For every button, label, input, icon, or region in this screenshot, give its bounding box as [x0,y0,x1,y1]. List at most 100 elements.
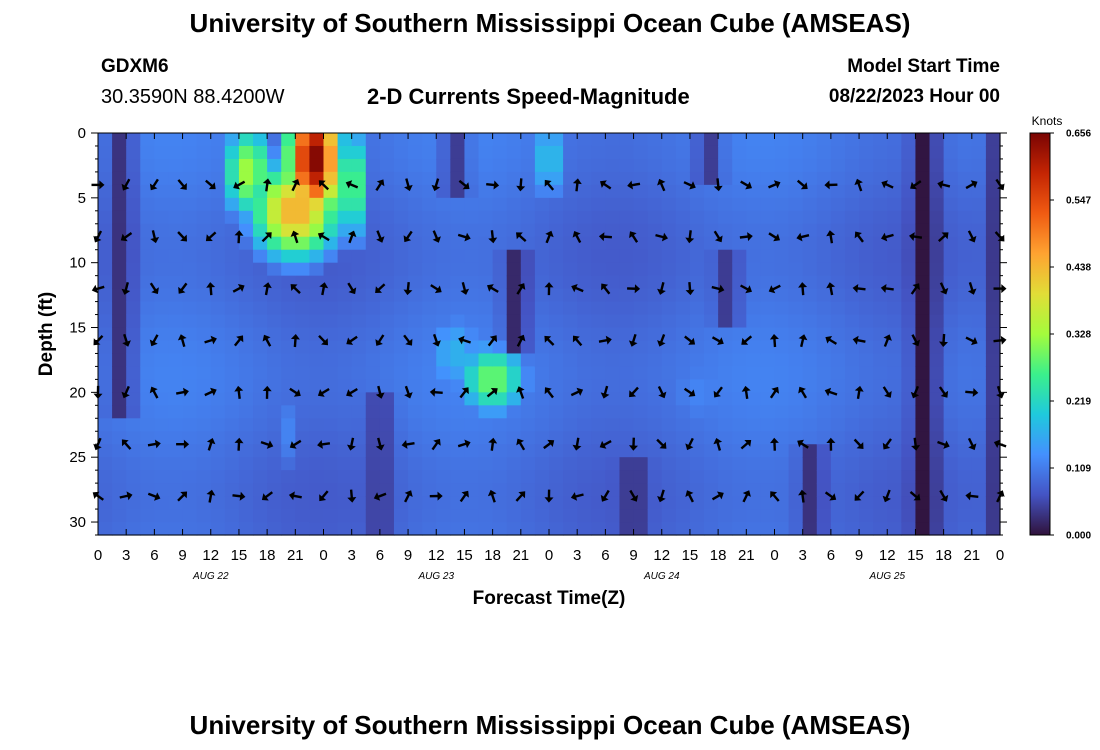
heatmap-cell [619,249,635,264]
heatmap-cell [351,197,367,212]
heatmap-cell [422,288,437,303]
vector-head [206,282,216,288]
vector-head [798,386,806,394]
vector-head [317,389,325,397]
heatmap-cell [732,392,747,406]
heatmap-cell [647,366,663,380]
vector-head [375,444,385,451]
heatmap-cell [267,158,282,173]
heatmap-cell [210,249,226,264]
colorbar-tick-label: 0.219 [1066,397,1091,408]
heatmap-cell [802,236,818,251]
vector-head [317,232,325,240]
heatmap-cell [323,314,339,329]
heatmap-cell [746,236,761,251]
heatmap-cell [929,158,945,173]
vector-head [912,339,920,347]
current-vector-arrow [431,438,441,451]
heatmap-cell [816,457,832,471]
heatmap-cell [788,444,804,458]
heatmap-cell [746,249,761,264]
vector-head [689,181,696,190]
heatmap-cell [647,392,663,406]
heatmap-cell [591,158,606,173]
heatmap-cell [859,210,874,225]
current-vector-arrow [655,232,668,242]
heatmap-cell [591,470,606,484]
heatmap-cell [873,327,888,342]
vector-head [93,235,102,243]
heatmap-cell [238,379,254,393]
heatmap-cell [98,262,113,277]
heatmap-cell [196,314,212,329]
heatmap-cell [492,522,508,536]
heatmap-cell [619,327,635,342]
heatmap-cell [760,275,776,290]
heatmap-cell [844,483,860,497]
x-tick-label: 9 [629,547,637,564]
heatmap-cell [859,327,874,342]
heatmap-cell [985,275,1001,290]
heatmap-cell [393,223,409,238]
heatmap-cell [788,197,804,212]
heatmap-cell [718,405,733,419]
heatmap-cell [379,405,395,419]
heatmap-cell [844,457,860,471]
heatmap-cell [971,366,987,380]
current-vector-arrow [289,439,302,449]
heatmap-cell [549,133,564,147]
heatmap-cell [365,275,381,290]
heatmap-cell [98,340,113,355]
heatmap-cell [549,288,564,303]
heatmap-cell [379,444,395,458]
heatmap-cell [873,210,888,225]
vector-head [544,497,554,503]
heatmap-cell [887,275,902,290]
heatmap-cell [901,522,917,536]
heatmap-cell [450,444,466,458]
heatmap-cell [689,275,705,290]
current-vector-arrow [798,282,808,296]
heatmap-cell [675,223,691,238]
heatmap-cell [393,444,409,458]
heatmap-cell [182,522,198,536]
heatmap-cell [337,133,353,147]
heatmap-cell [450,223,466,238]
vector-head [121,391,130,399]
heatmap-cell [267,431,282,445]
heatmap-cell [788,133,804,147]
heatmap-cell [182,444,198,458]
vector-head [940,390,949,398]
heatmap-cell [605,197,621,212]
vector-head [854,231,862,239]
heatmap-cell [224,418,240,432]
current-vector-arrow [599,440,612,449]
heatmap-cell [563,444,578,458]
heatmap-cell [549,262,564,277]
heatmap-cell [408,444,423,458]
heatmap-cell [112,366,127,380]
heatmap-cell [774,509,790,523]
current-vector-arrow [911,334,920,347]
current-vector-arrow [798,334,808,348]
heatmap-cell [154,236,170,251]
heatmap-cell [309,379,325,393]
heatmap-cell [196,158,212,173]
heatmap-cell [267,301,282,316]
heatmap-cell [196,301,212,316]
heatmap-cell [295,145,310,160]
current-vector-arrow [432,333,441,347]
heatmap-cell [154,197,170,212]
current-vector-arrow [796,232,810,242]
x-tick-label: 21 [963,547,980,564]
heatmap-cell [309,249,325,264]
vector-head [852,284,859,293]
heatmap-cell [873,431,888,445]
heatmap-cell [746,379,761,393]
heatmap-cell [267,418,282,432]
vector-head [461,387,469,395]
vector-head [266,440,274,449]
heatmap-cell [816,262,832,277]
vector-head [882,495,891,503]
current-vector-arrow [882,386,892,398]
